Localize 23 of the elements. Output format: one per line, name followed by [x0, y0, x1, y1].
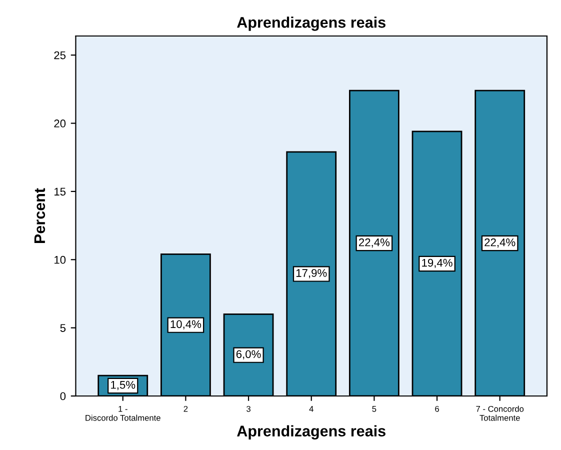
x-tick-label: 3	[246, 406, 250, 412]
x-tick-label: 6	[435, 406, 439, 412]
y-tick-label: 5	[60, 324, 66, 332]
chart-title: Aprendizagens reais	[237, 16, 386, 31]
data-label: 10,4%	[170, 320, 202, 330]
x-tick-label: 4	[309, 406, 314, 412]
x-tick-label: 2	[184, 406, 188, 412]
y-tick-label: 10	[54, 256, 66, 264]
data-label: 22,4%	[358, 238, 390, 248]
y-tick-label: 25	[54, 51, 66, 60]
y-tick-label: 0	[60, 392, 66, 400]
data-label: 6,0%	[236, 350, 261, 360]
x-tick-label: 7 - Concordo Totalmente	[476, 406, 524, 421]
x-tick-label: 5	[372, 406, 376, 412]
data-label: 19,4%	[422, 258, 452, 268]
data-label: 17,9%	[296, 269, 327, 278]
data-label: 22,4%	[484, 238, 516, 248]
x-tick-label: 1 - Discordo Totalmente	[86, 406, 160, 421]
x-axis-title: Aprendizagens reais	[237, 425, 386, 440]
data-label: 1,5%	[111, 380, 136, 390]
y-axis-title: Percent	[34, 188, 46, 243]
y-tick-label: 20	[54, 120, 66, 128]
y-tick-label: 15	[54, 188, 66, 196]
